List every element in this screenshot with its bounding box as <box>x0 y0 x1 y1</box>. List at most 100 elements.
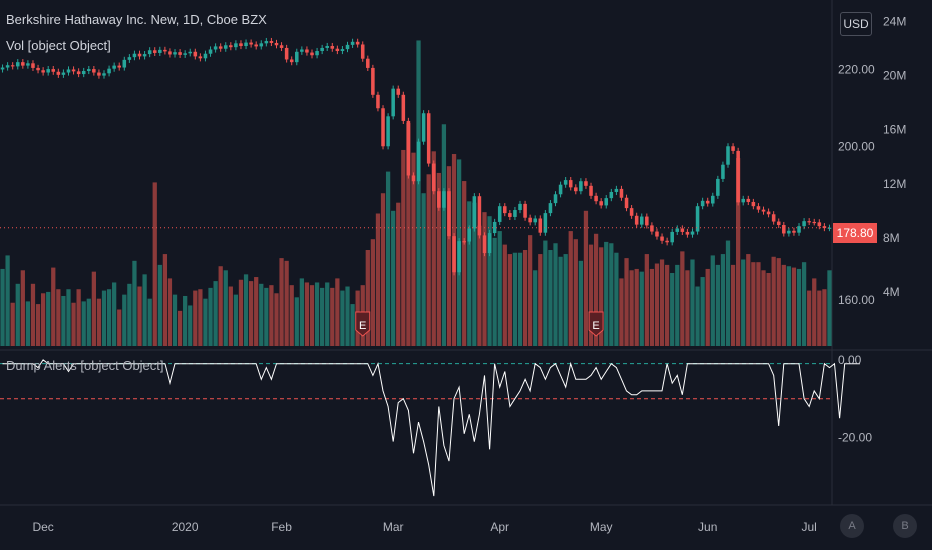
volume-bar <box>71 302 76 346</box>
candle-body <box>558 184 563 195</box>
volume-bar <box>233 294 239 346</box>
candle-body <box>81 70 86 75</box>
volume-bar <box>522 250 528 346</box>
candle-body <box>117 65 121 68</box>
volume-bar <box>117 309 122 346</box>
candle-body <box>325 46 329 48</box>
candle-body <box>645 216 649 226</box>
candle-body <box>503 206 507 214</box>
volume-bar <box>177 310 183 346</box>
candle-body <box>376 94 380 109</box>
volume-bar <box>401 149 406 346</box>
volume-bar <box>264 287 269 346</box>
volume-bar <box>0 268 5 346</box>
log-scale-button[interactable]: B <box>893 514 917 538</box>
volume-bar <box>462 181 467 346</box>
volume-bar <box>25 301 31 346</box>
candle-body <box>391 88 395 117</box>
volume-bar <box>46 291 51 346</box>
volume-bar <box>335 278 340 346</box>
volume-bar <box>482 212 487 346</box>
candle-body <box>254 44 258 47</box>
candle-body <box>213 46 218 50</box>
candle-body <box>787 230 791 234</box>
currency-button[interactable]: USD <box>840 12 872 36</box>
volume-bar <box>543 240 548 346</box>
candle-body <box>416 141 421 182</box>
volume-bar <box>40 293 46 346</box>
volume-bar <box>751 262 756 346</box>
candle-body <box>812 221 817 224</box>
candle-body <box>746 198 751 202</box>
earnings-badge-shape[interactable] <box>355 311 371 337</box>
volume-bar <box>725 240 731 346</box>
candle-body <box>426 113 431 164</box>
candle-body <box>822 226 827 229</box>
candle-body <box>797 226 801 233</box>
volume-tick-label: 24M <box>883 15 906 29</box>
candle-body <box>817 222 822 227</box>
earnings-marker-label: E <box>359 320 366 332</box>
volume-bar <box>599 247 604 346</box>
indicator-line <box>2 359 860 497</box>
candle-body <box>776 221 781 226</box>
auto-scale-button[interactable]: A <box>840 514 864 538</box>
volume-bar <box>528 235 533 346</box>
candle-body <box>548 203 553 214</box>
volume-bar <box>269 285 274 346</box>
candle-body <box>680 228 685 232</box>
candle-body <box>188 51 193 54</box>
volume-tick-label: 16M <box>883 123 906 137</box>
candle-body <box>0 67 5 70</box>
candle-body <box>198 56 203 59</box>
candle-body <box>122 59 127 68</box>
volume-bar <box>507 254 512 346</box>
candle-body <box>26 63 30 66</box>
volume-bar <box>695 286 700 346</box>
candle-body <box>46 69 50 73</box>
candle-body <box>66 69 71 73</box>
volume-bar <box>112 282 117 346</box>
candle-body <box>624 197 629 209</box>
candle-body <box>756 206 761 210</box>
volume-bar <box>106 289 112 346</box>
volume-bar <box>152 182 157 346</box>
volume-tick-label: 4M <box>883 285 900 299</box>
candle-body <box>467 228 472 242</box>
volume-bar <box>284 260 289 346</box>
candle-body <box>406 120 411 176</box>
volume-bar <box>827 270 832 346</box>
volume-bar <box>436 172 441 346</box>
volume-bar <box>340 290 345 346</box>
candle-body <box>381 108 385 147</box>
candle-body <box>203 53 208 59</box>
price-tick-label: 160.00 <box>838 293 875 307</box>
candle-body <box>690 231 695 235</box>
candle-body <box>5 65 10 68</box>
volume-bar <box>162 254 168 346</box>
volume-bar <box>807 290 812 346</box>
earnings-badge-shape[interactable] <box>588 311 604 337</box>
candle-body <box>61 72 66 75</box>
candle-body <box>726 146 730 165</box>
candle-body <box>487 233 492 254</box>
volume-bar <box>467 201 472 346</box>
volume-bar <box>654 263 660 346</box>
candle-body <box>340 49 345 52</box>
candle-body <box>147 50 152 55</box>
volume-bar <box>538 254 543 346</box>
volume-bar <box>101 290 107 346</box>
volume-bar <box>690 259 695 346</box>
candle-body <box>442 191 446 208</box>
candle-body <box>695 206 700 232</box>
volume-bar <box>431 151 436 346</box>
candle-body <box>741 198 745 203</box>
candle-body <box>137 53 142 57</box>
volume-bar <box>426 174 431 346</box>
candle-body <box>107 68 111 74</box>
volume-bar <box>259 283 264 346</box>
volume-tick-label: 12M <box>883 177 906 191</box>
volume-bar <box>786 266 792 346</box>
